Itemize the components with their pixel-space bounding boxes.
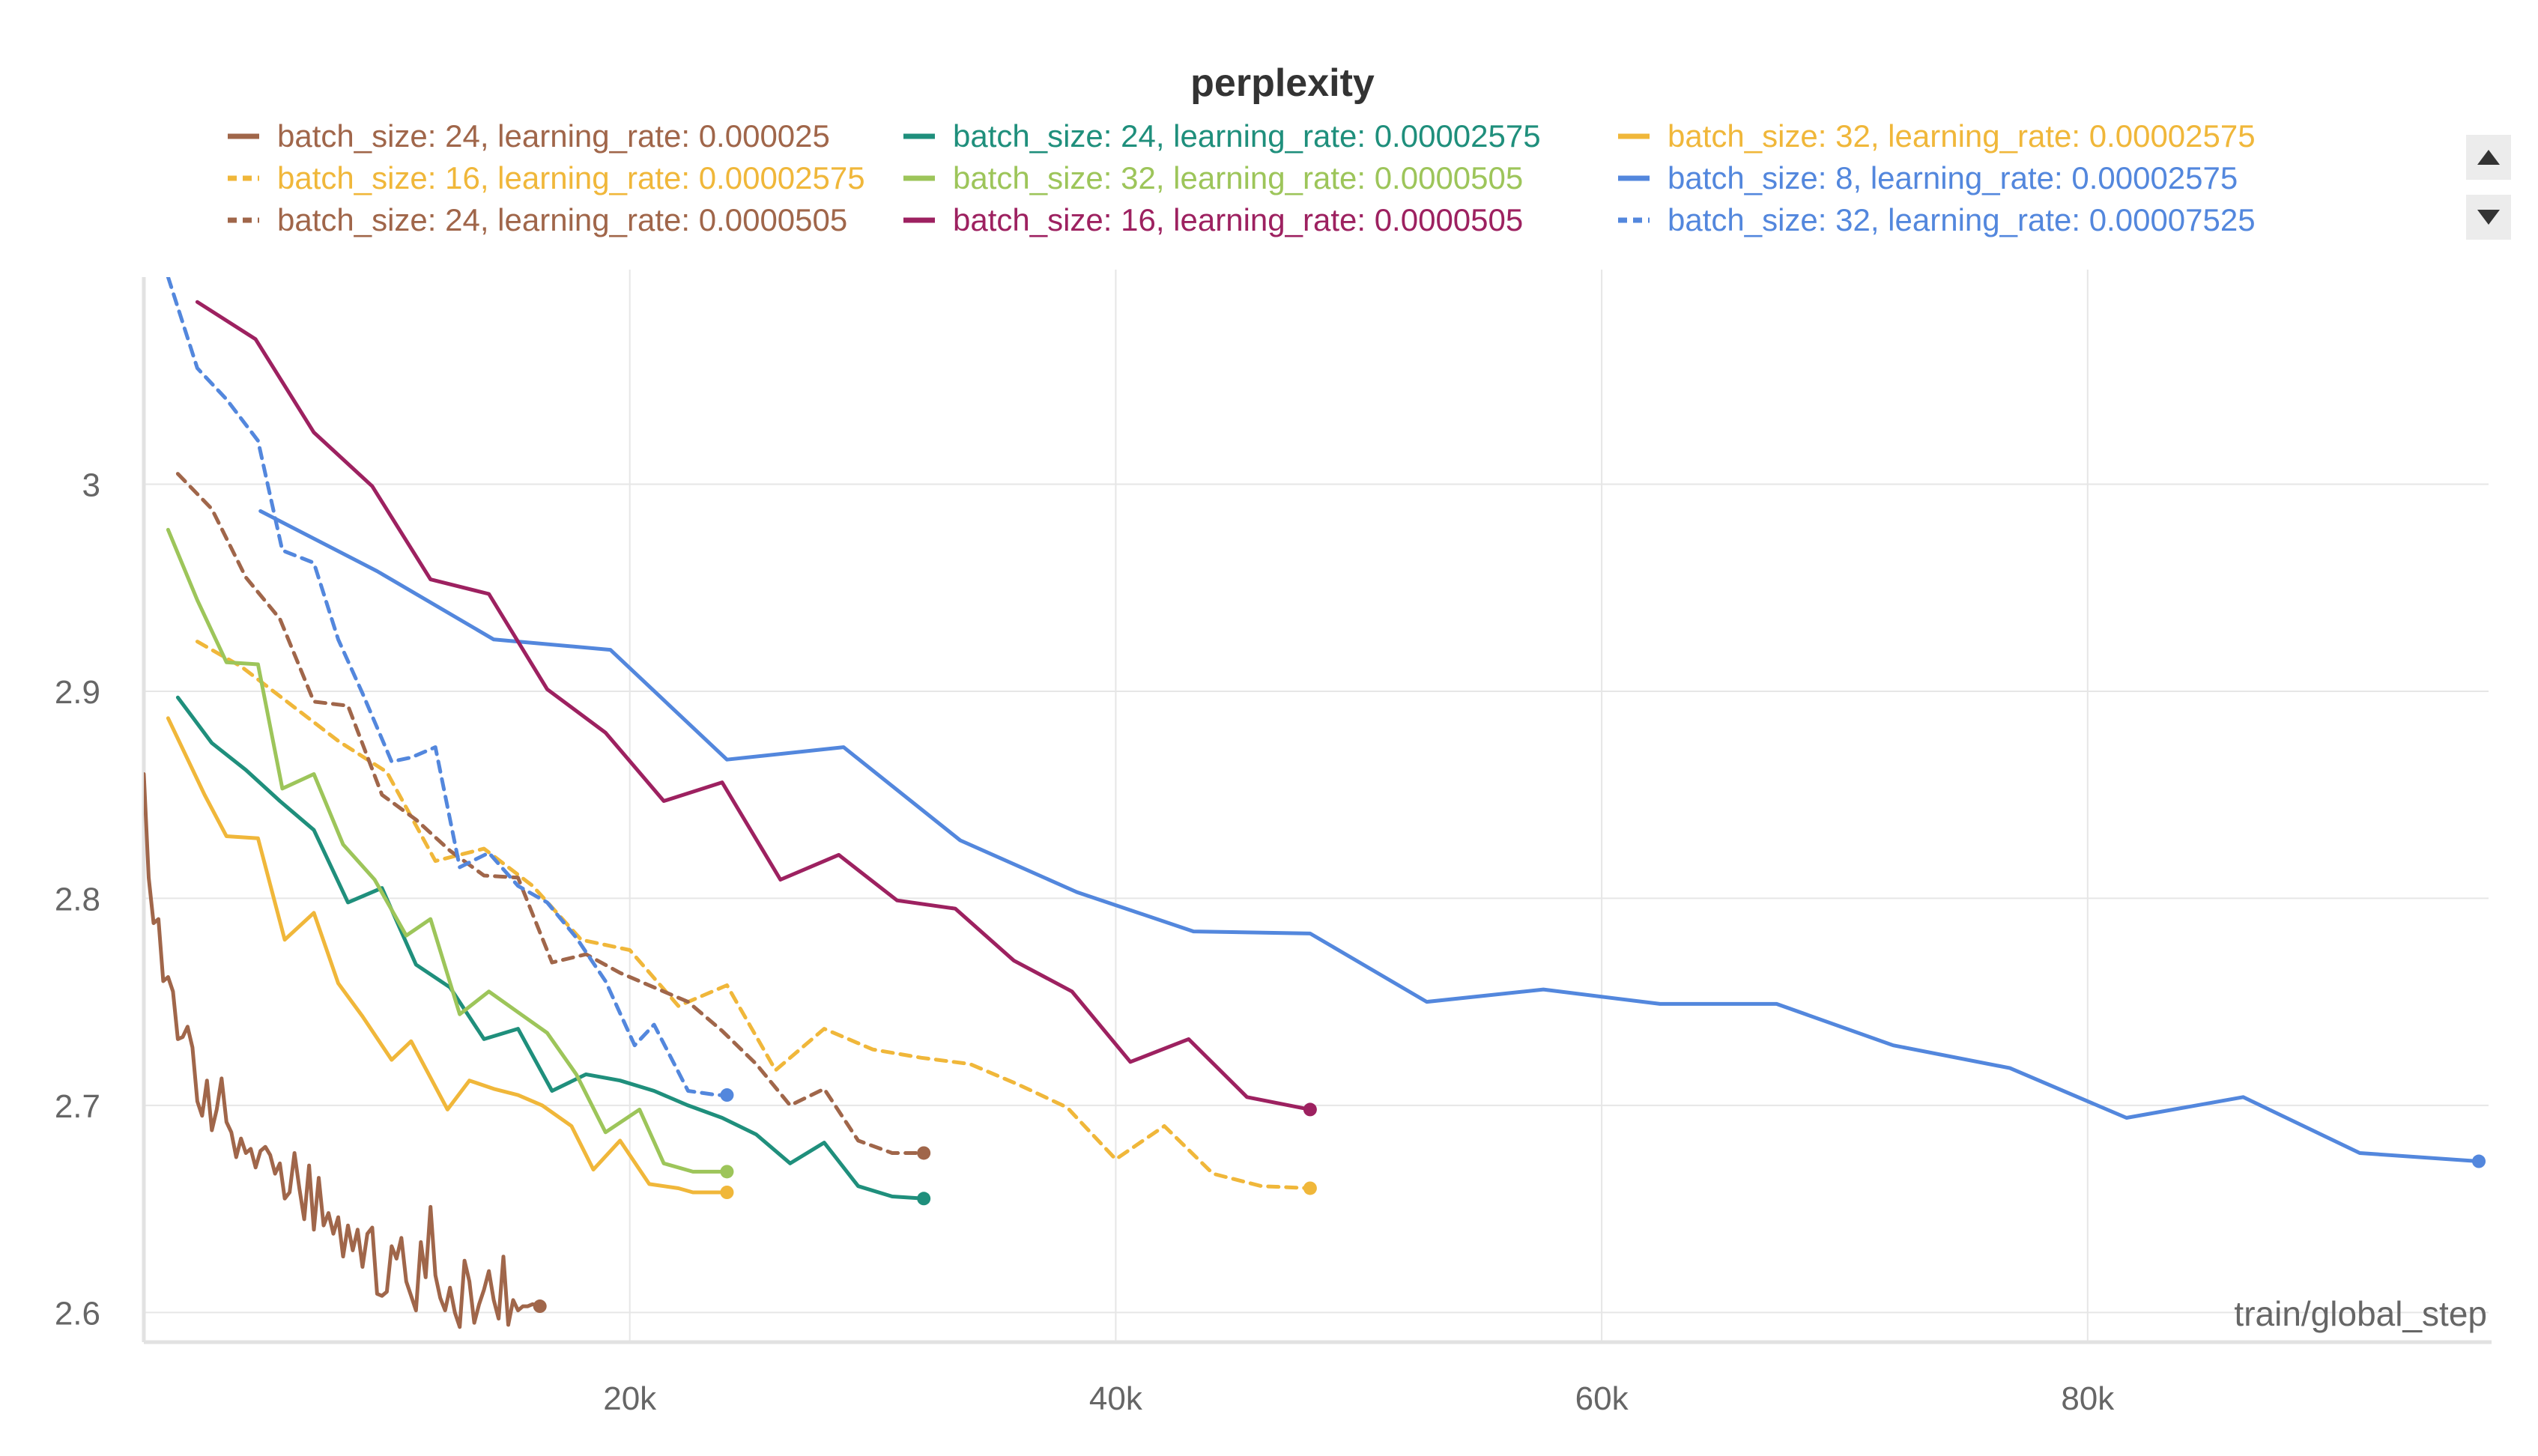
- x-tick-label: 20k: [603, 1380, 657, 1417]
- y-tick-label: 2.9: [55, 674, 100, 711]
- legend-scroll-up-button[interactable]: [2466, 135, 2511, 180]
- axes: 2.6 2.7 2.8 2.9 3 20k 40k 60k 80k: [55, 277, 2492, 1417]
- y-tick-label: 2.6: [55, 1295, 100, 1332]
- grid: [144, 270, 2489, 1342]
- series-end-marker-2: [720, 1186, 734, 1199]
- legend: batch_size: 24, learning_rate: 0.000025 b…: [228, 118, 2256, 237]
- plot-area: [144, 277, 2486, 1329]
- series-line-3: [195, 640, 1312, 1190]
- legend-scroll-down-button[interactable]: [2466, 195, 2511, 240]
- x-tick-label: 40k: [1089, 1380, 1143, 1417]
- y-tick-label: 3: [82, 467, 100, 503]
- series-end-marker-6: [917, 1146, 931, 1160]
- series-end-marker-8: [720, 1088, 734, 1102]
- series-line-4: [166, 527, 729, 1174]
- series-line-1: [175, 695, 926, 1201]
- legend-label-6: batch_size: 24, learning_rate: 0.0000505: [277, 202, 847, 237]
- legend-label-4: batch_size: 32, learning_rate: 0.0000505: [953, 160, 1523, 195]
- legend-label-5: batch_size: 8, learning_rate: 0.00002575: [1668, 160, 2238, 195]
- series-end-marker-0: [533, 1299, 547, 1314]
- legend-label-7: batch_size: 16, learning_rate: 0.0000505: [953, 202, 1523, 237]
- x-tick-label: 60k: [1575, 1380, 1629, 1417]
- legend-label-0: batch_size: 24, learning_rate: 0.000025: [277, 118, 830, 154]
- series-line-8: [166, 277, 729, 1097]
- series-end-marker-1: [917, 1192, 931, 1206]
- chart-title: perplexity: [1190, 61, 1375, 105]
- x-axis-label: train/global_step: [2234, 1294, 2487, 1333]
- series-line-5: [258, 509, 2481, 1163]
- legend-label-1: batch_size: 24, learning_rate: 0.0000257…: [953, 118, 1541, 154]
- y-tick-label: 2.8: [55, 881, 100, 917]
- series-end-marker-3: [1303, 1181, 1317, 1195]
- series-end-marker-4: [720, 1165, 734, 1179]
- legend-label-8: batch_size: 32, learning_rate: 0.0000752…: [1668, 202, 2256, 237]
- series-end-marker-7: [1303, 1102, 1317, 1117]
- legend-label-3: batch_size: 16, learning_rate: 0.0000257…: [277, 160, 865, 195]
- series-line-7: [195, 300, 1312, 1111]
- x-tick-label: 80k: [2061, 1380, 2115, 1417]
- triangle-up-icon: [2477, 150, 2500, 165]
- y-tick-label: 2.7: [55, 1088, 100, 1125]
- series-end-marker-5: [2472, 1154, 2486, 1168]
- triangle-down-icon: [2477, 210, 2500, 225]
- series-line-2: [166, 716, 729, 1195]
- legend-label-2: batch_size: 32, learning_rate: 0.0000257…: [1668, 118, 2256, 154]
- series-line-6: [175, 472, 926, 1155]
- series-line-0: [144, 772, 542, 1329]
